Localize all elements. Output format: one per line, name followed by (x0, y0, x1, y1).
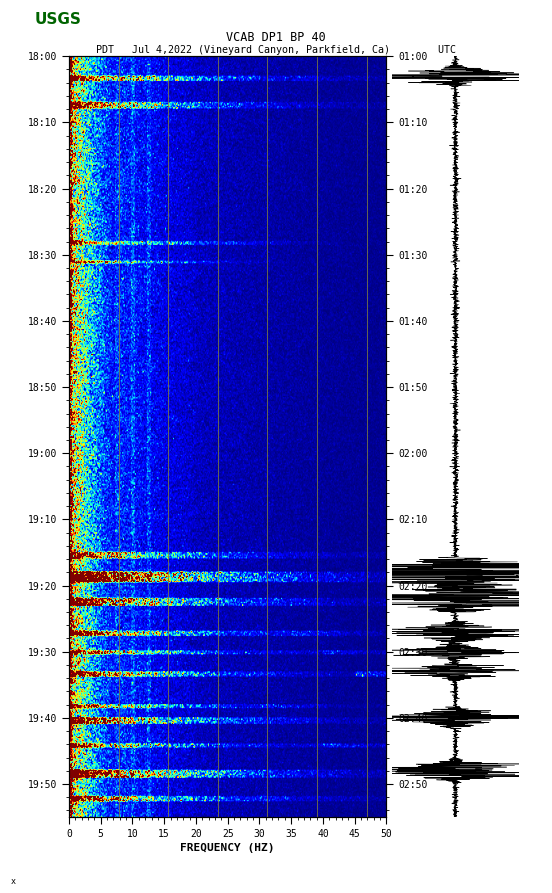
Text: USGS: USGS (34, 13, 81, 27)
X-axis label: FREQUENCY (HZ): FREQUENCY (HZ) (181, 843, 275, 853)
Text: VCAB DP1 BP 40: VCAB DP1 BP 40 (226, 31, 326, 45)
Text: PDT   Jul 4,2022 (Vineyard Canyon, Parkfield, Ca)        UTC: PDT Jul 4,2022 (Vineyard Canyon, Parkfie… (96, 45, 456, 54)
Text: x: x (11, 877, 16, 886)
